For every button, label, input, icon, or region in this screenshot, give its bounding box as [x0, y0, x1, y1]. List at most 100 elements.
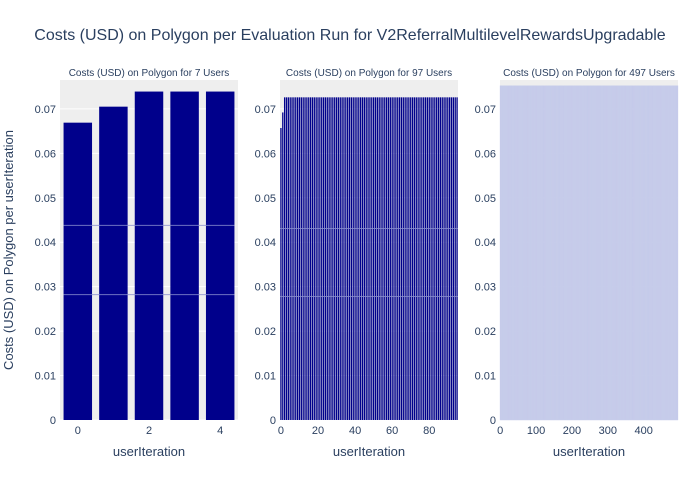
- y-tick-label: 0.01: [35, 371, 56, 383]
- y-tick-label: 0.04: [475, 237, 496, 249]
- bar: [365, 97, 367, 420]
- subplot-2: Costs (USD) on Polygon for 97 Users 0 0.01…: [255, 68, 458, 459]
- bar: [371, 97, 373, 420]
- bar: [334, 97, 336, 420]
- bar: [436, 97, 438, 420]
- bar: [332, 97, 334, 420]
- x-tick-label: 4: [217, 425, 223, 437]
- x-tick-label: 20: [312, 425, 324, 437]
- bar: [385, 97, 388, 420]
- bar: [404, 97, 406, 420]
- bar: [337, 97, 340, 420]
- y-tick-label: 0.06: [475, 148, 496, 160]
- bar: [311, 97, 314, 420]
- bar: [374, 97, 377, 420]
- bar: [454, 97, 456, 420]
- y-tick-label: 0.03: [255, 282, 276, 294]
- bar: [350, 97, 353, 420]
- bar: [411, 97, 414, 420]
- bar: [354, 97, 356, 420]
- x-axis-title: userIteration: [113, 444, 185, 459]
- bar: [363, 97, 366, 420]
- plot-background: [280, 80, 458, 420]
- x-tick-label: 60: [386, 425, 398, 437]
- bar: [387, 97, 390, 420]
- bar: [313, 97, 315, 420]
- y-tick-label: 0.02: [35, 326, 56, 338]
- bar: [348, 97, 351, 420]
- y-tick-label: 0.03: [35, 282, 56, 294]
- bar: [317, 97, 319, 420]
- y-tick-label: 0.04: [255, 237, 276, 249]
- bar: [402, 97, 404, 420]
- y-tick-label: 0.01: [475, 371, 496, 383]
- y-tick-label: 0: [270, 415, 276, 427]
- bar: [326, 97, 328, 420]
- chart-title: Costs (USD) on Polygon per Evaluation Ru…: [34, 27, 666, 44]
- bar: [330, 97, 332, 420]
- bar: [424, 97, 427, 420]
- bar: [170, 91, 199, 421]
- bar: [406, 97, 408, 420]
- bar: [443, 97, 445, 420]
- bar: [410, 97, 412, 420]
- bar: [432, 97, 434, 420]
- y-tick-label: 0.02: [255, 326, 276, 338]
- y-tick-label: 0.04: [35, 237, 56, 249]
- bar: [423, 97, 425, 420]
- bar: [417, 97, 419, 420]
- y-tick-label: 0.06: [35, 148, 56, 160]
- bar: [304, 97, 306, 420]
- bar: [380, 97, 382, 420]
- subplot-title: Costs (USD) on Polygon for 7 Users: [69, 68, 230, 79]
- bar: [452, 97, 455, 420]
- bar: [285, 97, 288, 420]
- bar: [347, 97, 349, 420]
- x-tick-label: 0: [75, 425, 81, 437]
- bar: [282, 112, 284, 420]
- x-tick-label: 400: [635, 425, 653, 437]
- chart-panels: Costs (USD) on Polygon for 7 Users 0 0.01 0…: [35, 68, 679, 459]
- bar: [308, 97, 310, 420]
- x-tick-label: 40: [349, 425, 361, 437]
- bar: [280, 128, 282, 420]
- bar: [345, 97, 347, 420]
- x-tick-label: 80: [423, 425, 435, 437]
- y-tick-label: 0.07: [255, 104, 276, 116]
- bar: [99, 106, 128, 421]
- bar: [415, 97, 417, 420]
- bar: [449, 97, 451, 420]
- bar: [328, 97, 330, 420]
- bar: [134, 91, 164, 421]
- bar: [397, 97, 399, 420]
- bar: [287, 97, 289, 420]
- bar: [293, 97, 295, 420]
- bar: [360, 97, 362, 420]
- bar: [421, 97, 423, 420]
- bar: [447, 97, 449, 420]
- bar: [309, 97, 312, 420]
- y-tick-label: 0.02: [475, 326, 496, 338]
- bar: [439, 97, 442, 420]
- bar: [322, 97, 325, 420]
- bar: [456, 97, 458, 420]
- bar: [413, 97, 416, 420]
- bar: [384, 97, 386, 420]
- y-axis-title: Costs (USD) on Polygon per userIteration: [1, 130, 16, 370]
- bar: [300, 97, 302, 420]
- bar: [393, 97, 395, 420]
- bar: [369, 97, 371, 420]
- y-tick-label: 0.06: [255, 148, 276, 160]
- y-tick-label: 0.07: [475, 104, 496, 116]
- bar: [343, 97, 345, 420]
- bar: [430, 97, 432, 420]
- bar: [358, 97, 360, 420]
- x-tick-label: 100: [527, 425, 545, 437]
- bar: [434, 97, 436, 420]
- x-tick-label: 2: [146, 425, 152, 437]
- subplot-title: Costs (USD) on Polygon for 497 Users: [503, 68, 675, 79]
- bar: [306, 97, 308, 420]
- bar: [356, 97, 358, 420]
